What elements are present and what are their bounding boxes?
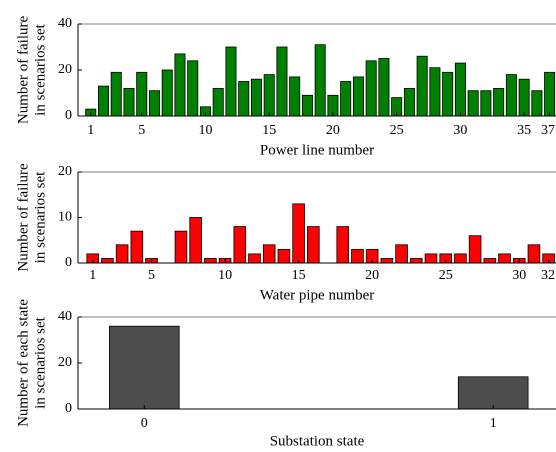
bar (483, 258, 497, 264)
bar (395, 244, 408, 264)
bar (187, 60, 199, 117)
x-tick-label: 1 (87, 123, 94, 138)
x-axis-label: Water pipe number (260, 287, 375, 303)
x-tick-label: 15 (292, 268, 306, 283)
bar (457, 376, 529, 410)
y-tick-label: 0 (65, 255, 72, 270)
x-tick-label: 5 (148, 268, 155, 283)
bar (161, 69, 173, 117)
bar (277, 248, 291, 264)
bar (352, 76, 364, 117)
x-tick-label: 32 (541, 268, 555, 283)
y-tick-label: 0 (65, 401, 72, 416)
y-tick-label: 40 (58, 309, 72, 324)
bar (212, 88, 224, 117)
bar (467, 90, 479, 117)
bar (336, 226, 350, 264)
bar (505, 74, 517, 117)
bar (148, 90, 160, 117)
bar (454, 62, 466, 117)
x-tick-label: 10 (198, 123, 212, 138)
bar (454, 253, 467, 264)
x-axis-label: Substation state (270, 433, 365, 449)
bar (429, 67, 441, 117)
bar (174, 230, 188, 264)
bar (250, 78, 262, 117)
bar (314, 44, 326, 117)
bar (351, 248, 364, 264)
y-tick-label: 0 (65, 108, 72, 123)
bar (276, 46, 288, 117)
bar (189, 217, 202, 264)
y-axis-label: in scenarios set (32, 171, 48, 263)
bar (238, 81, 250, 117)
y-axis-label: Number of each state (15, 299, 31, 427)
x-tick-label: 30 (512, 268, 526, 283)
bar (493, 88, 505, 117)
y-axis-label: in scenarios set (32, 23, 48, 115)
bar (527, 244, 541, 264)
bar (262, 244, 276, 264)
bar (468, 235, 482, 264)
y-tick-label: 20 (58, 355, 72, 370)
bar (307, 226, 320, 264)
bar (365, 60, 377, 117)
y-tick-label: 20 (58, 62, 72, 77)
bar (248, 253, 261, 264)
x-tick-label: 30 (453, 123, 467, 138)
bar (225, 46, 237, 117)
bar (378, 58, 390, 117)
bar (403, 88, 415, 117)
bar (204, 258, 217, 264)
x-tick-label: 20 (365, 268, 379, 283)
x-tick-label: 25 (390, 123, 404, 138)
bar (136, 71, 148, 117)
bar (233, 226, 247, 264)
bar (110, 71, 122, 117)
x-tick-label: 15 (262, 123, 276, 138)
x-tick-label: 1 (490, 416, 497, 431)
x-tick-label: 0 (141, 416, 148, 431)
bar (301, 94, 313, 117)
bar (416, 55, 428, 117)
bar (263, 74, 275, 117)
bar (115, 244, 129, 264)
y-tick-label: 20 (58, 164, 72, 179)
bar (109, 325, 180, 410)
x-tick-label: 37 (541, 123, 555, 138)
x-tick-label: 10 (218, 268, 232, 283)
y-axis-label: Number of failure (15, 16, 31, 125)
bar (498, 253, 511, 264)
bar (531, 90, 543, 117)
y-axis-label: in scenarios set (32, 316, 48, 408)
bar (424, 253, 438, 264)
bar (289, 76, 301, 117)
bar (123, 88, 135, 117)
x-tick-label: 25 (439, 268, 453, 283)
bar (292, 203, 305, 264)
bar (97, 85, 109, 117)
bar (174, 53, 186, 117)
bar (409, 258, 423, 264)
bar (380, 258, 394, 264)
x-tick-label: 35 (517, 123, 531, 138)
x-axis-label: Power line number (260, 142, 374, 158)
y-tick-label: 40 (58, 16, 72, 31)
bar (101, 258, 114, 264)
bar (442, 71, 454, 117)
y-axis-label: Number of failure (15, 163, 31, 272)
x-tick-label: 1 (89, 268, 96, 283)
bar (340, 81, 352, 117)
bar (480, 90, 492, 117)
y-tick-label: 10 (58, 210, 72, 225)
bar (130, 230, 144, 264)
x-tick-label: 5 (138, 123, 145, 138)
bar (518, 78, 530, 117)
bar (544, 71, 556, 117)
x-tick-label: 20 (326, 123, 340, 138)
